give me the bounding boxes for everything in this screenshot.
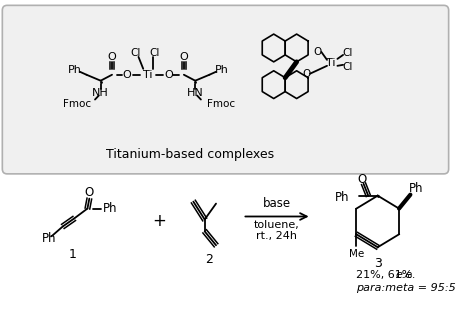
Text: O: O [180, 52, 188, 62]
Text: toluene,: toluene, [254, 220, 300, 230]
Text: 2: 2 [205, 253, 213, 266]
Text: O: O [164, 70, 173, 80]
Text: +: + [152, 212, 166, 230]
Text: HN: HN [187, 87, 204, 98]
Text: Titanium-based complexes: Titanium-based complexes [107, 148, 274, 161]
Text: Ph: Ph [335, 191, 349, 204]
Text: O: O [357, 173, 366, 186]
Text: O: O [85, 186, 94, 199]
Text: Cl: Cl [343, 62, 353, 72]
Text: NH: NH [92, 87, 109, 98]
Text: e.e.: e.e. [396, 270, 417, 280]
Text: para:meta = 95:5: para:meta = 95:5 [356, 283, 456, 293]
Text: Cl: Cl [130, 48, 141, 58]
Text: base: base [263, 197, 291, 210]
Text: Ti: Ti [326, 58, 336, 68]
Text: Ph: Ph [68, 65, 82, 75]
Text: 3: 3 [374, 256, 382, 269]
Text: Ph: Ph [42, 232, 56, 245]
Text: Fmoc: Fmoc [63, 100, 91, 109]
Text: Ph: Ph [215, 65, 228, 75]
Text: 21%, 61%: 21%, 61% [356, 270, 416, 280]
Text: 1: 1 [68, 248, 76, 261]
Text: Ti: Ti [143, 70, 153, 80]
Text: Me: Me [349, 249, 364, 259]
Text: Ph: Ph [409, 182, 423, 195]
Text: Cl: Cl [149, 48, 160, 58]
Text: O: O [108, 52, 117, 62]
Text: Cl: Cl [343, 48, 353, 58]
Text: O: O [313, 47, 322, 57]
Text: rt., 24h: rt., 24h [256, 231, 297, 241]
Text: O: O [123, 70, 131, 80]
Text: Ph: Ph [102, 202, 117, 215]
FancyBboxPatch shape [2, 5, 448, 174]
Text: Fmoc: Fmoc [207, 100, 235, 109]
Text: O: O [302, 69, 310, 79]
